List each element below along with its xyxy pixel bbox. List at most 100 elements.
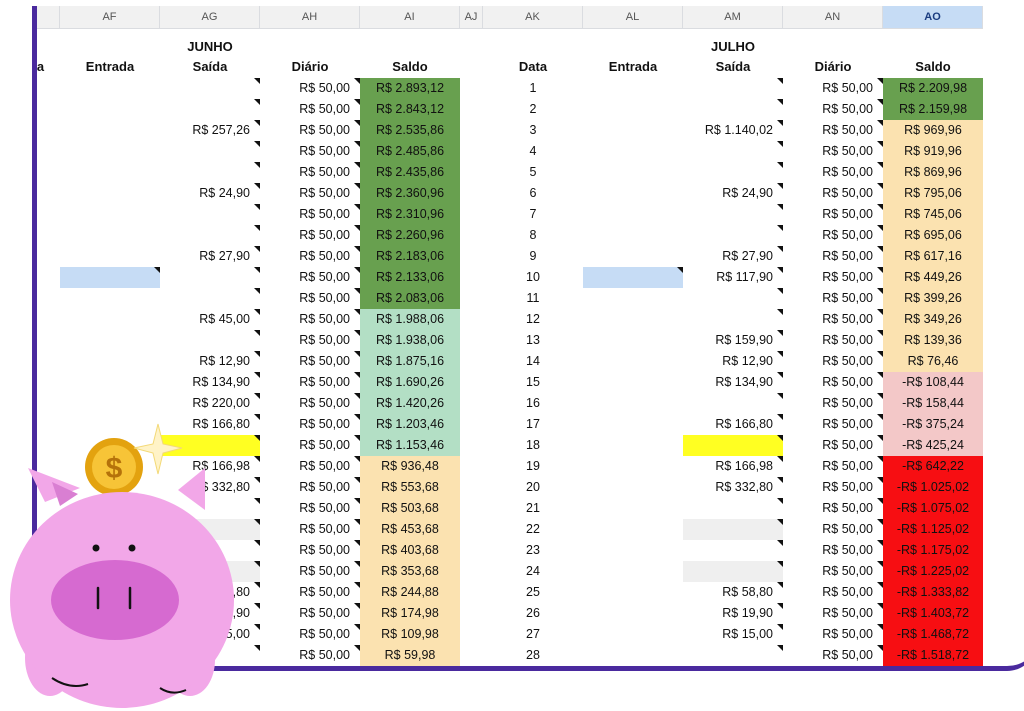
- saldo-cell[interactable]: R$ 59,98: [360, 645, 460, 666]
- column-header-an[interactable]: AN: [783, 6, 883, 28]
- saldo-cell[interactable]: R$ 1.938,06: [360, 330, 460, 351]
- day-cell[interactable]: 4: [37, 141, 60, 162]
- saida-cell[interactable]: R$ 117,90: [683, 267, 783, 288]
- diario-cell[interactable]: R$ 50,00: [260, 141, 360, 162]
- entrada-cell[interactable]: [583, 414, 683, 435]
- saldo-cell[interactable]: R$ 2.435,86: [360, 162, 460, 183]
- day-cell[interactable]: 13: [526, 333, 540, 347]
- saida-cell[interactable]: R$ 220,00: [160, 393, 260, 414]
- diario-cell[interactable]: R$ 50,00: [783, 267, 883, 288]
- saldo-cell[interactable]: R$ 2.360,96: [360, 183, 460, 204]
- day-cell[interactable]: 13: [37, 330, 60, 351]
- diario-cell[interactable]: R$ 50,00: [260, 624, 360, 645]
- saldo-cell[interactable]: R$ 936,48: [360, 456, 460, 477]
- diario-cell[interactable]: R$ 50,00: [783, 246, 883, 267]
- saida-cell[interactable]: [683, 645, 783, 666]
- saldo-cell[interactable]: R$ 244,88: [360, 582, 460, 603]
- entrada-cell[interactable]: [60, 267, 160, 288]
- entrada-cell[interactable]: [583, 99, 683, 120]
- entrada-cell[interactable]: [583, 561, 683, 582]
- saldo-cell[interactable]: R$ 2.310,96: [360, 204, 460, 225]
- diario-cell[interactable]: R$ 50,00: [260, 309, 360, 330]
- saldo-cell[interactable]: R$ 2.843,12: [360, 99, 460, 120]
- entrada-cell[interactable]: [583, 435, 683, 456]
- diario-cell[interactable]: R$ 50,00: [783, 162, 883, 183]
- diario-cell[interactable]: R$ 50,00: [260, 162, 360, 183]
- column-header-aj[interactable]: AJ: [460, 6, 483, 28]
- saldo-cell[interactable]: R$ 109,98: [360, 624, 460, 645]
- saldo-cell[interactable]: R$ 1.203,46: [360, 414, 460, 435]
- entrada-cell[interactable]: [583, 162, 683, 183]
- diario-cell[interactable]: R$ 50,00: [260, 519, 360, 540]
- saldo-cell[interactable]: R$ 2.485,86: [360, 141, 460, 162]
- entrada-cell[interactable]: [60, 120, 160, 141]
- saida-cell[interactable]: R$ 332,80: [160, 477, 260, 498]
- saida-cell[interactable]: [160, 204, 260, 225]
- diario-cell[interactable]: R$ 50,00: [783, 645, 883, 666]
- diario-cell[interactable]: R$ 50,00: [260, 267, 360, 288]
- entrada-cell[interactable]: [583, 267, 683, 288]
- saida-cell[interactable]: [683, 78, 783, 99]
- saldo-cell[interactable]: R$ 869,96: [883, 162, 983, 183]
- day-cell[interactable]: 16: [526, 396, 540, 410]
- saida-cell[interactable]: [683, 162, 783, 183]
- saida-cell[interactable]: R$ 159,90: [683, 330, 783, 351]
- diario-cell[interactable]: R$ 50,00: [260, 372, 360, 393]
- saldo-cell[interactable]: -R$ 158,44: [883, 393, 983, 414]
- diario-cell[interactable]: R$ 50,00: [783, 99, 883, 120]
- diario-cell[interactable]: R$ 50,00: [783, 351, 883, 372]
- saldo-cell[interactable]: -R$ 425,24: [883, 435, 983, 456]
- diario-cell[interactable]: R$ 50,00: [260, 204, 360, 225]
- saida-cell[interactable]: R$ 134,90: [160, 372, 260, 393]
- saldo-cell[interactable]: -R$ 1.468,72: [883, 624, 983, 645]
- saida-cell[interactable]: R$ 166,98: [160, 456, 260, 477]
- entrada-cell[interactable]: [583, 288, 683, 309]
- entrada-cell[interactable]: [583, 78, 683, 99]
- saldo-cell[interactable]: -R$ 1.403,72: [883, 603, 983, 624]
- saldo-cell[interactable]: R$ 2.183,06: [360, 246, 460, 267]
- day-cell[interactable]: 26: [526, 606, 540, 620]
- entrada-cell[interactable]: [583, 183, 683, 204]
- entrada-cell[interactable]: [583, 519, 683, 540]
- saldo-cell[interactable]: R$ 919,96: [883, 141, 983, 162]
- day-cell[interactable]: 2: [529, 102, 537, 116]
- diario-cell[interactable]: R$ 50,00: [783, 519, 883, 540]
- day-cell[interactable]: 1: [37, 78, 60, 99]
- saida-cell[interactable]: R$ 27,90: [683, 246, 783, 267]
- diario-cell[interactable]: R$ 50,00: [783, 288, 883, 309]
- saida-cell[interactable]: [683, 540, 783, 561]
- day-cell[interactable]: 22: [526, 522, 540, 536]
- saldo-cell[interactable]: R$ 1.690,26: [360, 372, 460, 393]
- entrada-cell[interactable]: [583, 204, 683, 225]
- diario-cell[interactable]: R$ 50,00: [783, 372, 883, 393]
- saida-cell[interactable]: R$ 27,90: [160, 246, 260, 267]
- diario-cell[interactable]: R$ 50,00: [783, 540, 883, 561]
- diario-cell[interactable]: R$ 50,00: [783, 120, 883, 141]
- saida-cell[interactable]: R$ 1.140,02: [683, 120, 783, 141]
- saldo-cell[interactable]: R$ 453,68: [360, 519, 460, 540]
- day-cell[interactable]: 12: [37, 309, 60, 330]
- saida-cell[interactable]: [683, 498, 783, 519]
- saida-cell[interactable]: R$ 19,90: [683, 603, 783, 624]
- saida-cell[interactable]: R$ 166,80: [160, 414, 260, 435]
- diario-cell[interactable]: R$ 50,00: [783, 498, 883, 519]
- entrada-cell[interactable]: [583, 141, 683, 162]
- day-cell[interactable]: 5: [529, 165, 537, 179]
- saida-cell[interactable]: [683, 141, 783, 162]
- entrada-cell[interactable]: [583, 477, 683, 498]
- day-cell[interactable]: 17: [526, 417, 540, 431]
- entrada-cell[interactable]: [583, 603, 683, 624]
- saldo-cell[interactable]: R$ 449,26: [883, 267, 983, 288]
- saldo-cell[interactable]: R$ 1.988,06: [360, 309, 460, 330]
- column-header-am[interactable]: AM: [683, 6, 783, 28]
- day-cell[interactable]: 9: [37, 246, 60, 267]
- saldo-cell[interactable]: R$ 76,46: [883, 351, 983, 372]
- saldo-cell[interactable]: R$ 2.159,98: [883, 99, 983, 120]
- saldo-cell[interactable]: R$ 353,68: [360, 561, 460, 582]
- saida-cell[interactable]: R$ 166,98: [683, 456, 783, 477]
- saida-cell[interactable]: [160, 267, 260, 288]
- diario-cell[interactable]: R$ 50,00: [260, 603, 360, 624]
- saida-cell[interactable]: [683, 519, 783, 540]
- entrada-cell[interactable]: [60, 288, 160, 309]
- diario-cell[interactable]: R$ 50,00: [783, 183, 883, 204]
